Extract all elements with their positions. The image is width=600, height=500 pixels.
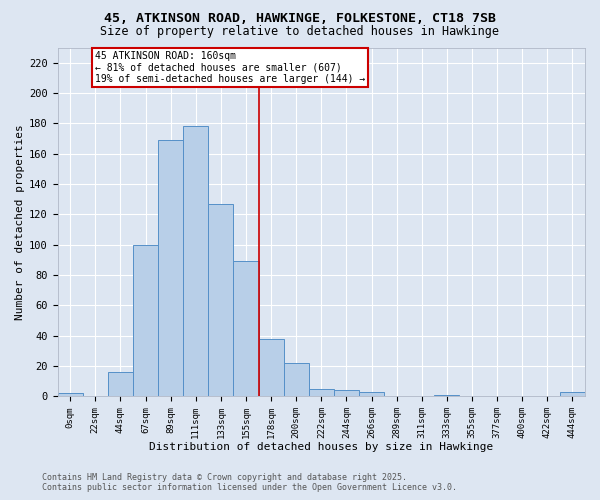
Text: 45, ATKINSON ROAD, HAWKINGE, FOLKESTONE, CT18 7SB: 45, ATKINSON ROAD, HAWKINGE, FOLKESTONE,… — [104, 12, 496, 26]
Bar — [183, 126, 208, 396]
Bar — [284, 363, 309, 396]
Bar — [359, 392, 384, 396]
Bar — [309, 389, 334, 396]
Bar — [133, 244, 158, 396]
Bar — [58, 394, 83, 396]
Bar — [233, 262, 259, 396]
Text: Contains HM Land Registry data © Crown copyright and database right 2025.
Contai: Contains HM Land Registry data © Crown c… — [42, 473, 457, 492]
Bar — [334, 390, 359, 396]
Bar — [108, 372, 133, 396]
Text: 45 ATKINSON ROAD: 160sqm
← 81% of detached houses are smaller (607)
19% of semi-: 45 ATKINSON ROAD: 160sqm ← 81% of detach… — [95, 50, 365, 84]
Bar — [158, 140, 183, 396]
Y-axis label: Number of detached properties: Number of detached properties — [15, 124, 25, 320]
X-axis label: Distribution of detached houses by size in Hawkinge: Distribution of detached houses by size … — [149, 442, 493, 452]
Text: Size of property relative to detached houses in Hawkinge: Size of property relative to detached ho… — [101, 25, 499, 38]
Bar — [560, 392, 585, 396]
Bar — [259, 338, 284, 396]
Bar — [434, 395, 460, 396]
Bar — [208, 204, 233, 396]
